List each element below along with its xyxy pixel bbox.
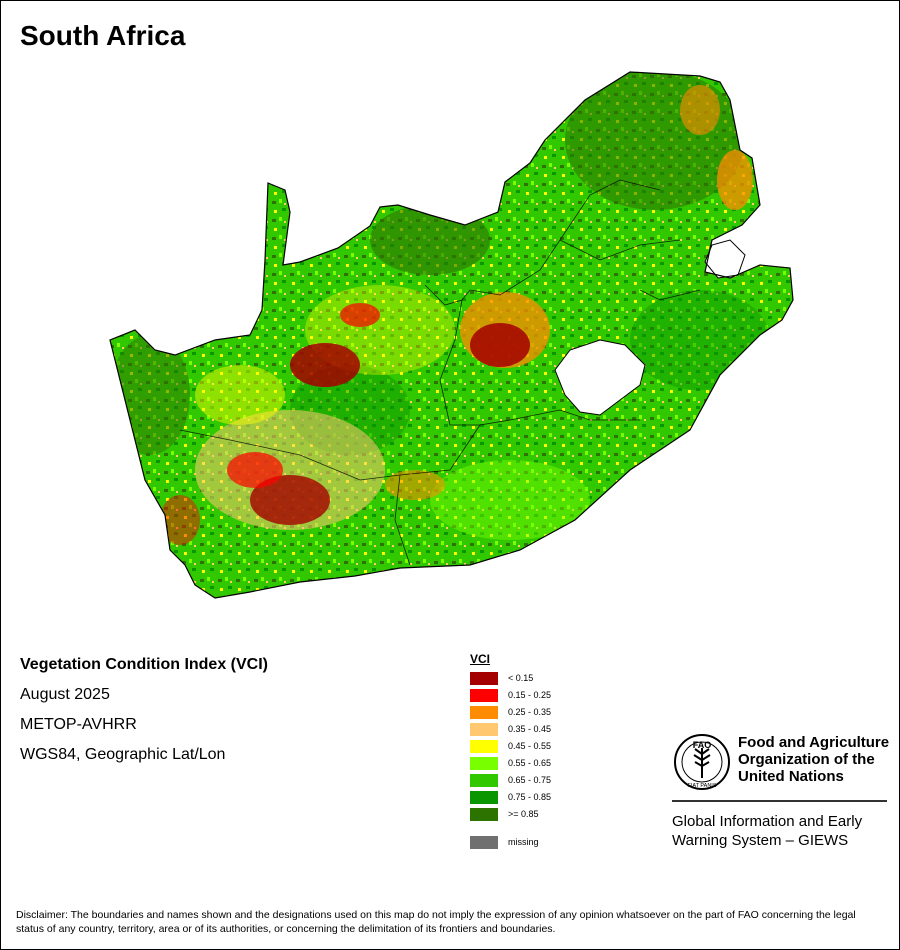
legend-item-missing: missing bbox=[470, 834, 590, 851]
disclaimer-text: Disclaimer: The boundaries and names sho… bbox=[16, 909, 856, 935]
legend-swatch bbox=[470, 757, 498, 770]
fao-logo-text: FAO bbox=[693, 740, 712, 750]
projection: WGS84, Geographic Lat/Lon bbox=[20, 746, 226, 763]
legend-swatch bbox=[470, 791, 498, 804]
legend-swatch bbox=[470, 706, 498, 719]
index-name: Vegetation Condition Index (VCI) bbox=[20, 656, 268, 673]
legend-item: 0.25 - 0.35 bbox=[470, 704, 551, 721]
map-date: August 2025 bbox=[20, 686, 110, 703]
legend-swatch bbox=[470, 774, 498, 787]
lesotho-enclave bbox=[554, 339, 646, 416]
fao-wheat-logo-icon: FAO FIAT PANIS bbox=[674, 734, 730, 790]
legend-item: < 0.15 bbox=[470, 670, 533, 687]
eswatini-enclave bbox=[704, 239, 746, 279]
map-title: South Africa bbox=[20, 20, 186, 51]
legend-item: 0.75 - 0.85 bbox=[470, 789, 551, 806]
legend-item: 0.35 - 0.45 bbox=[470, 721, 551, 738]
legend-swatch bbox=[470, 672, 498, 685]
legend-item: 0.65 - 0.75 bbox=[470, 772, 551, 789]
legend-swatch bbox=[470, 808, 498, 821]
fao-logo-motto: FIAT PANIS bbox=[687, 783, 716, 789]
fao-org-name: Food and Agriculture Organization of the… bbox=[738, 734, 890, 785]
legend-item: >= 0.85 bbox=[470, 806, 539, 823]
legend-swatch bbox=[470, 723, 498, 736]
legend-swatch bbox=[470, 689, 498, 702]
legend-item: 0.55 - 0.65 bbox=[470, 755, 551, 772]
sensor-name: METOP-AVHRR bbox=[20, 716, 137, 733]
legend-item: 0.15 - 0.25 bbox=[470, 687, 551, 704]
legend-item: 0.45 - 0.55 bbox=[470, 738, 551, 755]
legend-swatch bbox=[470, 740, 498, 753]
branding-divider bbox=[672, 800, 887, 802]
map-info: Vegetation Condition Index (VCI) August … bbox=[20, 656, 268, 776]
vci-legend: VCI < 0.15 0.15 - 0.25 0.25 - 0.35 0.35 … bbox=[470, 652, 551, 849]
vci-map bbox=[109, 71, 794, 599]
giews-name: Global Information and Early Warning Sys… bbox=[672, 813, 863, 849]
legend-swatch-missing bbox=[470, 836, 498, 849]
legend-title: VCI bbox=[470, 652, 491, 666]
